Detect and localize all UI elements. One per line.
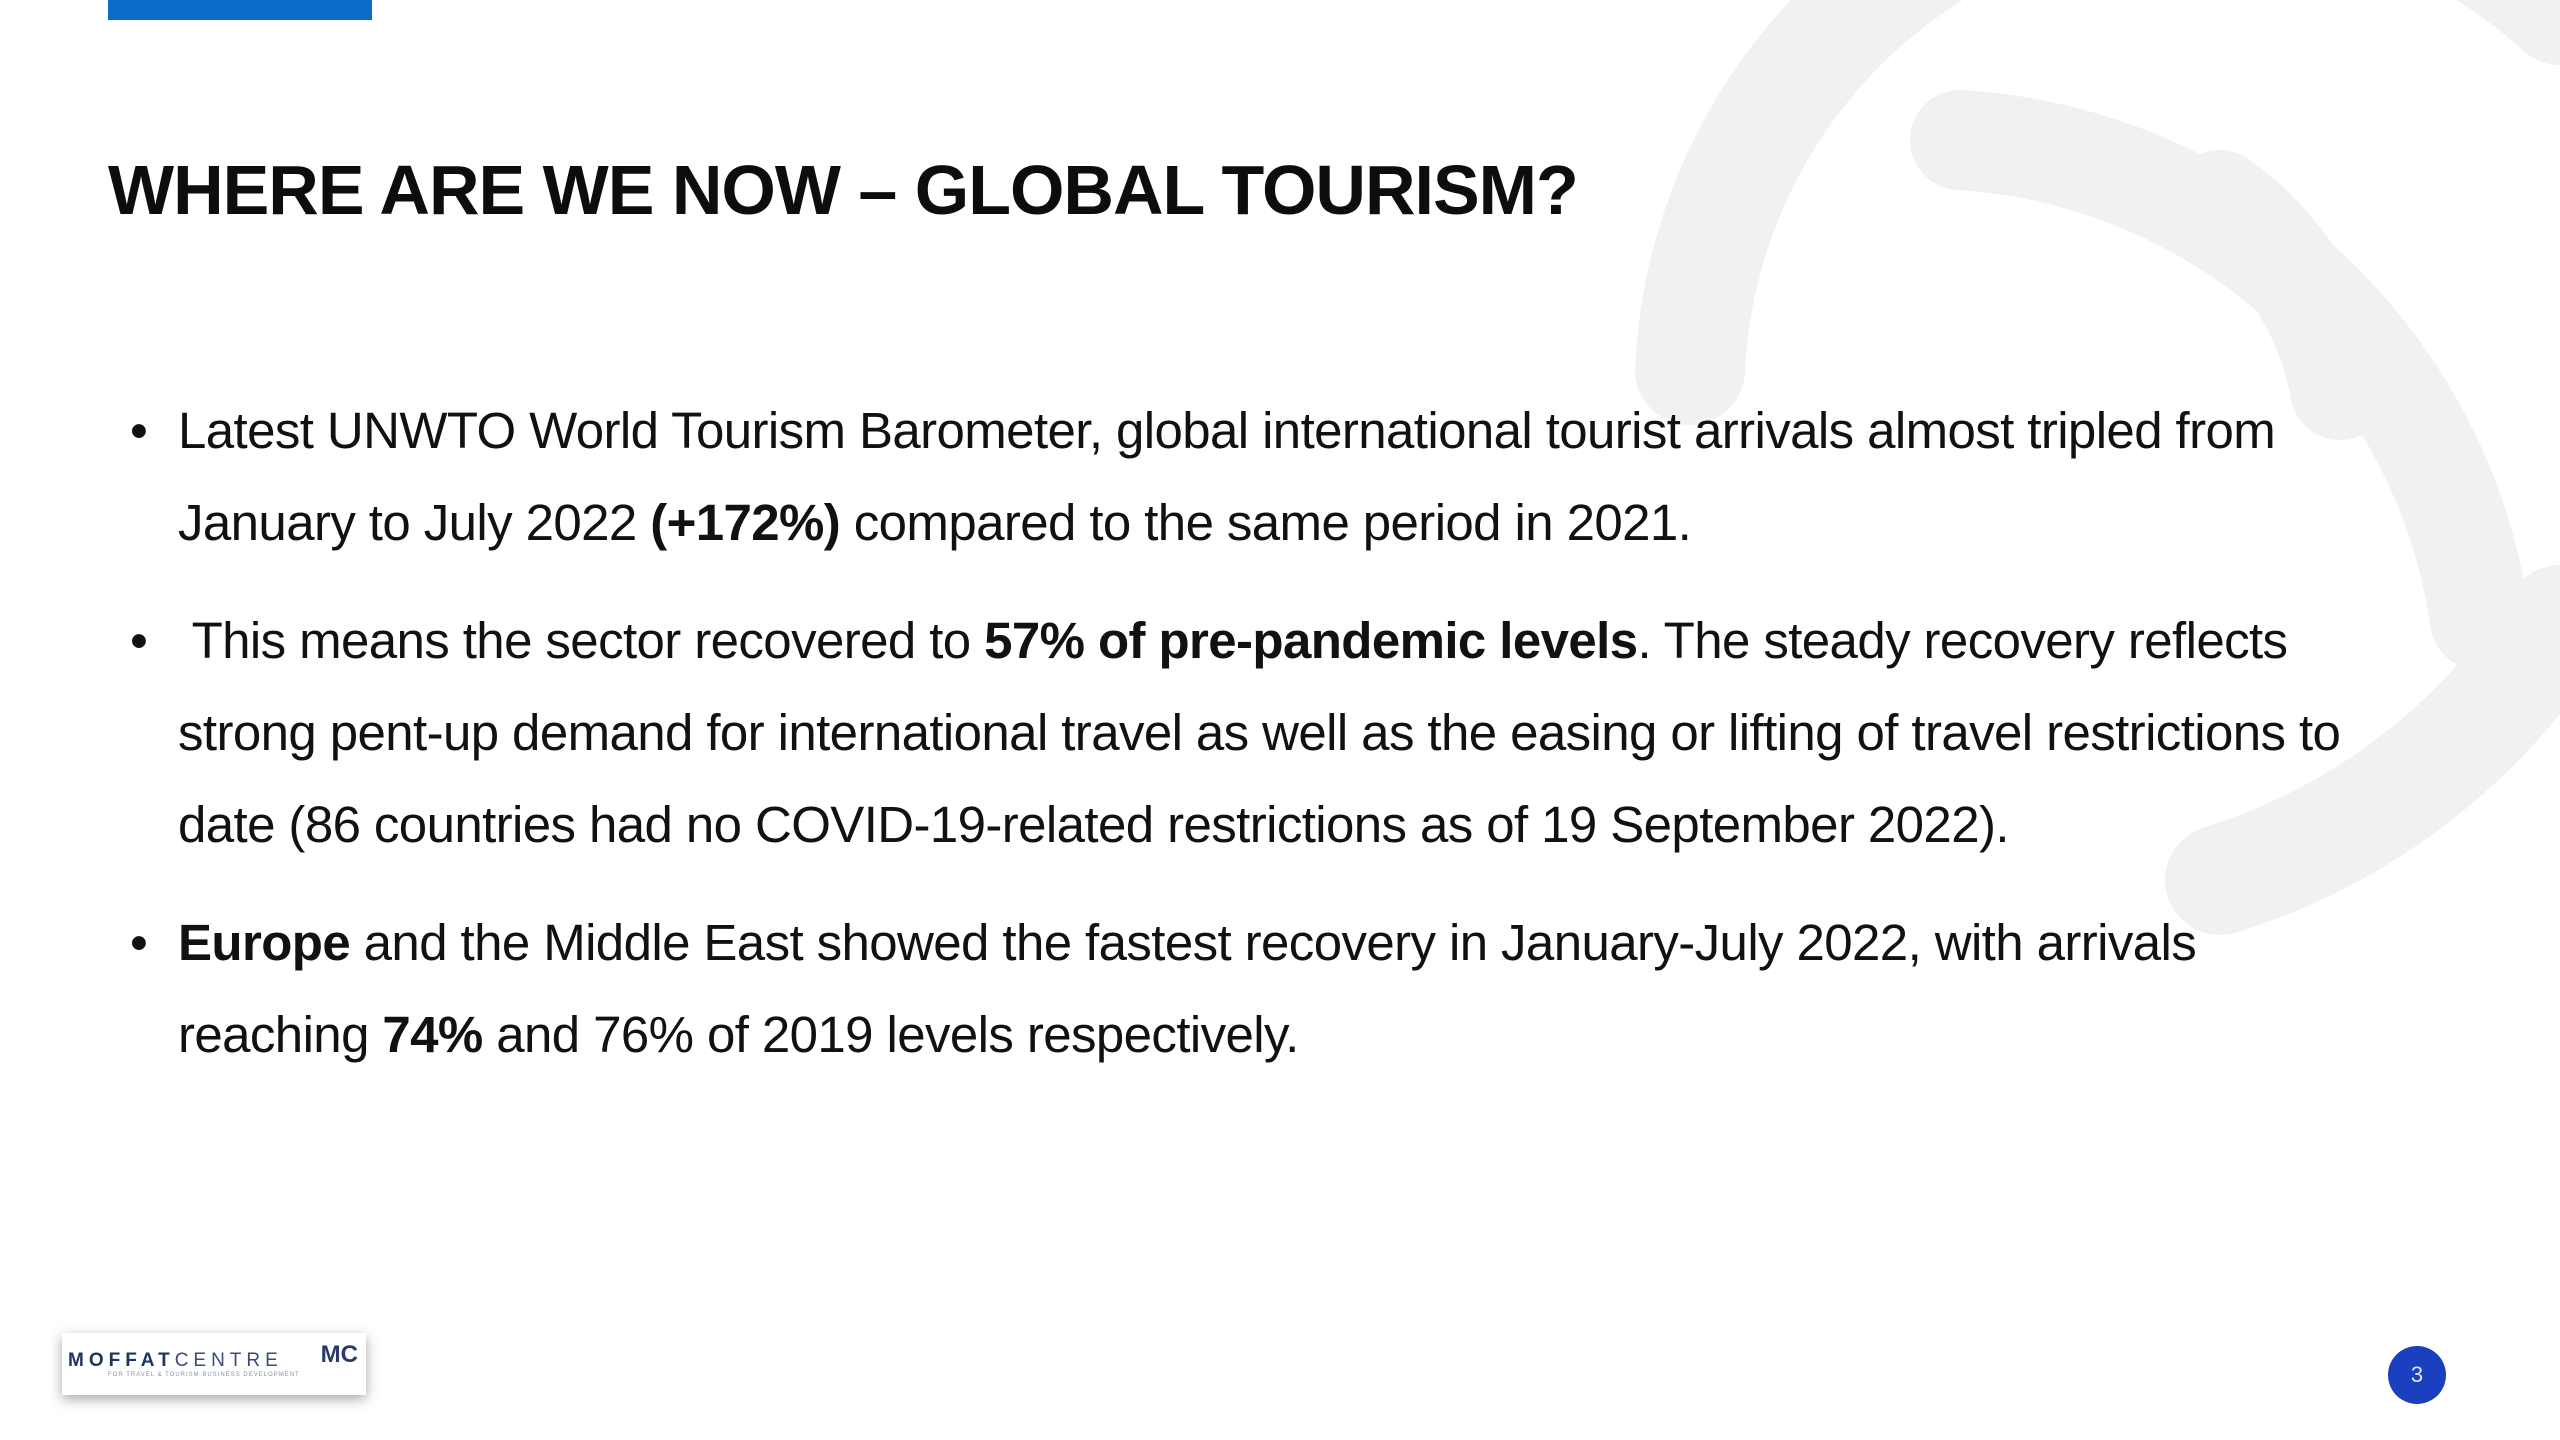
text: and the Middle East showed the fastest r… — [178, 914, 2197, 1063]
page-number-badge: 3 — [2388, 1346, 2446, 1404]
bullet-icon: • — [130, 402, 148, 459]
text: Latest UNWTO World Tourism Barometer, gl… — [178, 402, 2276, 551]
text: and 76% of 2019 levels respectively. — [482, 1006, 1299, 1063]
accent-bar — [108, 0, 372, 20]
text: . The steady recovery reflects strong pe… — [178, 612, 2341, 853]
logo-mark: MC — [320, 1341, 358, 1368]
text: compared to the same period in 2021. — [840, 494, 1692, 551]
text: This means the sector recovered to — [178, 612, 985, 669]
highlight: (+172%) — [650, 494, 841, 551]
bullet-item: • This means the sector recovered to 57%… — [130, 595, 2380, 871]
highlight: 57% of pre-pandemic levels — [984, 612, 1638, 669]
bullet-item: • Europe and the Middle East showed the f… — [130, 897, 2380, 1081]
highlight: 74% — [382, 1006, 483, 1063]
logo-text: CENTRE — [174, 1350, 283, 1371]
moffat-centre-logo: MOFFATCENTRE FOR TRAVEL & TOURISM BUSINE… — [62, 1333, 366, 1395]
bullet-icon: • — [130, 612, 148, 669]
bullet-item: • Latest UNWTO World Tourism Barometer, g… — [130, 385, 2380, 569]
highlight: Europe — [178, 914, 351, 971]
bullet-list: • Latest UNWTO World Tourism Barometer, g… — [130, 385, 2380, 1107]
logo-subtitle: FOR TRAVEL & TOURISM BUSINESS DEVELOPMEN… — [108, 1372, 300, 1378]
slide-title: WHERE ARE WE NOW – GLOBAL TOURISM? — [108, 151, 1579, 229]
bullet-icon: • — [130, 914, 148, 971]
logo-text: MOFFAT — [68, 1350, 175, 1371]
